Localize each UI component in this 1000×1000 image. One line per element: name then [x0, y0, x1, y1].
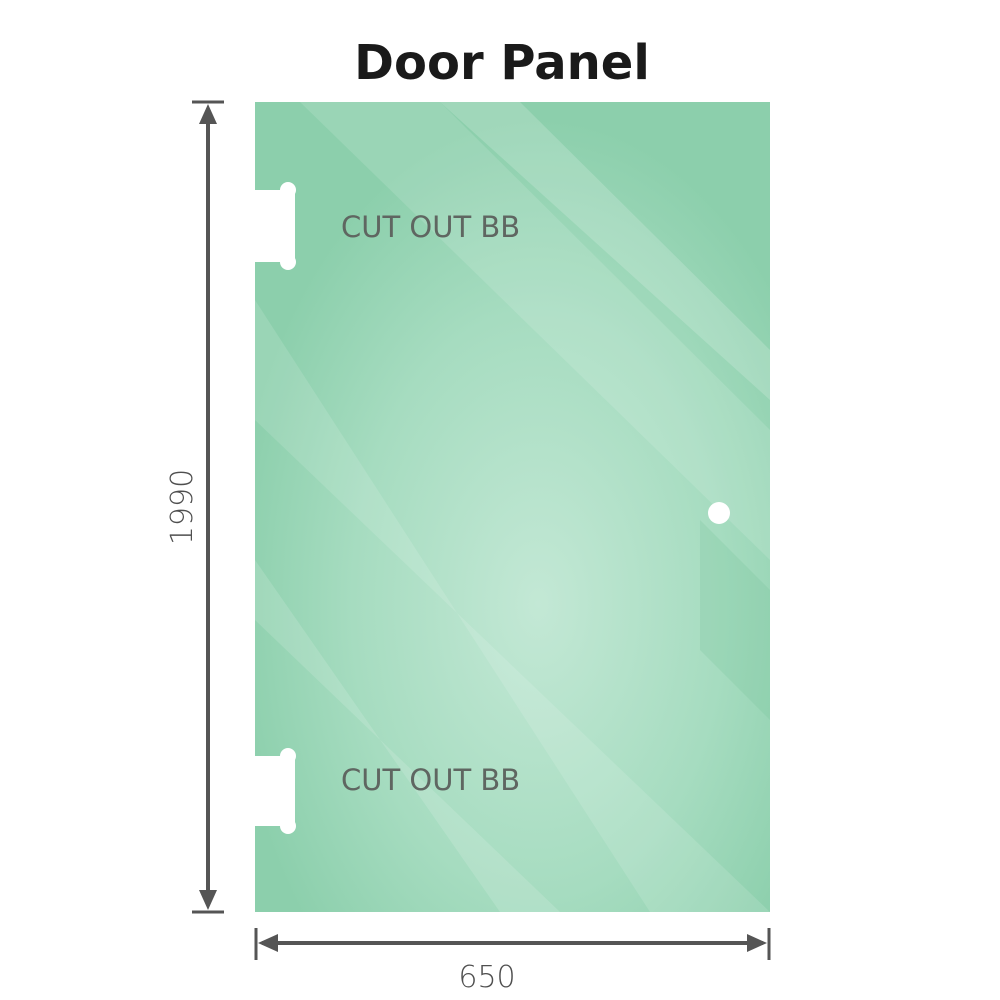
- glass-panel: [255, 102, 770, 912]
- height-dimension-line: [192, 100, 224, 914]
- width-dimension-line: [254, 928, 771, 960]
- cutout-label-top: CUT OUT BB: [341, 210, 520, 244]
- cutout-bottom: [252, 748, 296, 834]
- cutout-top: [252, 182, 296, 270]
- width-dimension-label: 650: [458, 960, 515, 995]
- diagram-title: Door Panel: [354, 35, 650, 91]
- handle-hole: [708, 502, 730, 524]
- height-dimension-label: 1990: [165, 469, 200, 545]
- cutout-label-bottom: CUT OUT BB: [341, 763, 520, 797]
